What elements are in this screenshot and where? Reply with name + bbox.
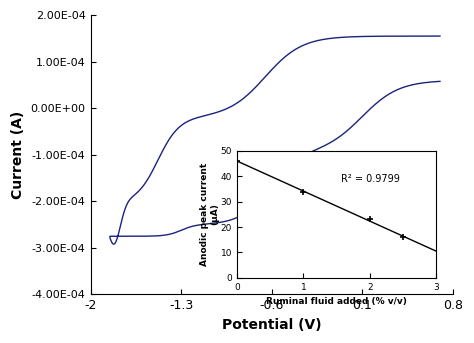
Y-axis label: Anodic peak current
(μA): Anodic peak current (μA): [200, 163, 219, 266]
Y-axis label: Current (A): Current (A): [11, 111, 25, 199]
X-axis label: Potential (V): Potential (V): [222, 318, 321, 332]
Text: R² = 0.9799: R² = 0.9799: [340, 174, 400, 184]
X-axis label: Ruminal fluid added (% v/v): Ruminal fluid added (% v/v): [266, 297, 407, 306]
